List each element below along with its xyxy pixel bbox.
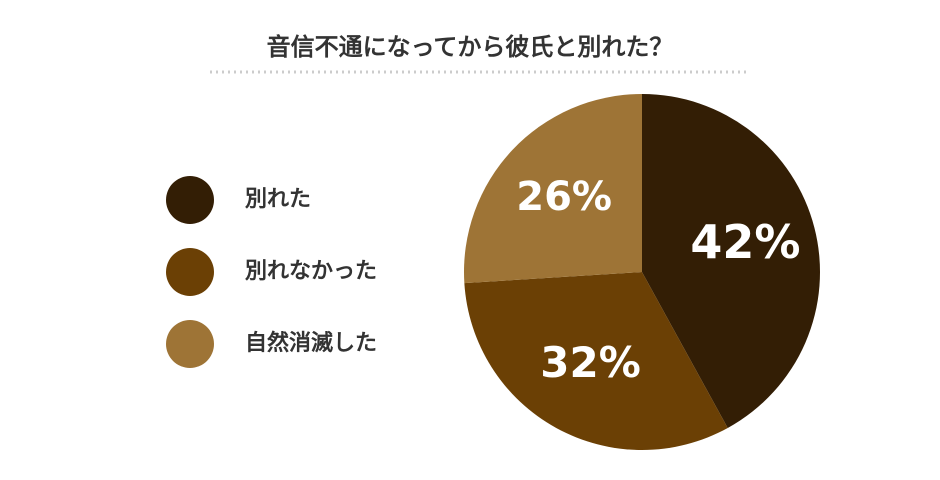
chart-title: 音信不通になってから彼氏と別れた？	[267, 33, 674, 61]
legend-label: 別れた	[245, 187, 311, 212]
data-label: 26%	[516, 174, 612, 220]
data-label: 42%	[690, 215, 800, 269]
legend-label: 自然消滅した	[245, 330, 377, 356]
pie-slice	[464, 94, 642, 284]
legend-swatch	[166, 176, 214, 224]
legend-label: 別れなかった	[245, 259, 377, 284]
pie-slice	[642, 94, 821, 428]
legend-swatch	[166, 320, 214, 368]
pie-slice	[464, 272, 728, 450]
data-label: 32%	[540, 338, 641, 387]
legend-swatch	[166, 248, 214, 296]
